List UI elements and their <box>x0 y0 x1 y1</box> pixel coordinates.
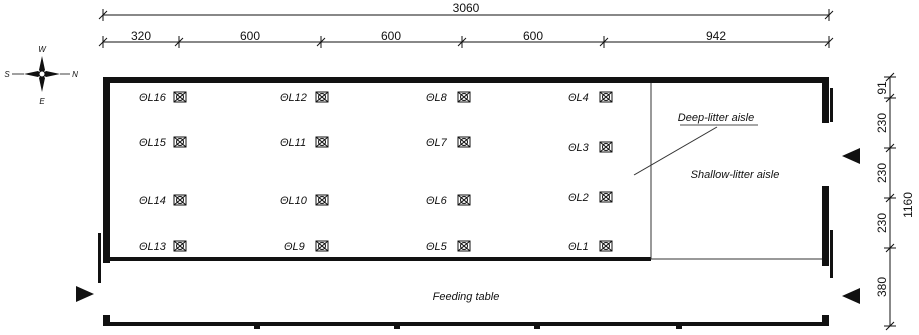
sensor-label: ΘL13 <box>139 241 167 253</box>
sensor-l5: ΘL5 <box>426 240 471 253</box>
building-walls <box>98 77 833 329</box>
sensor-l15: ΘL15 <box>139 136 187 149</box>
sensor-l16: ΘL16 <box>139 91 187 104</box>
sensor-label: ΘL6 <box>426 195 448 207</box>
sensor-l4: ΘL4 <box>568 91 613 104</box>
sensor-l3: ΘL3 <box>568 141 613 154</box>
sensor-label: ΘL4 <box>568 92 589 104</box>
sensor-label: ΘL16 <box>139 92 167 104</box>
entry-arrow-right-lower <box>842 288 860 304</box>
sensor-grid: ΘL16 ΘL12 ΘL8 ΘL4 ΘL15 ΘL11 ΘL7 ΘL3 <box>139 91 613 253</box>
sensor-l10: ΘL10 <box>280 194 329 207</box>
vertical-dimension-label: 91 <box>875 81 889 95</box>
segment-dimension-label: 320 <box>131 29 151 43</box>
compass-north-label: N <box>72 70 78 79</box>
sensor-l9: ΘL9 <box>284 240 329 253</box>
vertical-dimension-label: 230 <box>875 113 889 133</box>
sensor-label: ΘL14 <box>139 195 166 207</box>
segment-dimension-label: 942 <box>706 29 726 43</box>
sensor-icon <box>599 191 613 203</box>
entry-arrows <box>76 148 860 304</box>
sensor-l2: ΘL2 <box>568 191 613 204</box>
sensor-icon <box>315 240 329 252</box>
sensor-l13: ΘL13 <box>139 240 187 253</box>
sensor-icon <box>315 136 329 148</box>
sensor-label: ΘL5 <box>426 241 448 253</box>
sensor-icon <box>599 240 613 252</box>
vertical-dimensions: 91 230 230 230 380 1160 <box>875 72 915 331</box>
sensor-l7: ΘL7 <box>426 136 471 149</box>
sensor-label: ΘL3 <box>568 142 590 154</box>
sensor-l14: ΘL14 <box>139 194 187 207</box>
sensor-icon <box>173 91 187 103</box>
segment-dimension-label: 600 <box>240 29 260 43</box>
vertical-total-label: 1160 <box>901 192 915 218</box>
sensor-icon <box>457 240 471 252</box>
segment-dimension-label: 600 <box>381 29 401 43</box>
sensor-icon <box>173 194 187 206</box>
sensor-icon <box>457 194 471 206</box>
sensor-l12: ΘL12 <box>280 91 329 104</box>
sensor-icon <box>599 141 613 153</box>
vertical-dimension-label: 380 <box>875 277 889 297</box>
segment-dimensions: 320 600 600 600 942 <box>98 29 834 48</box>
sensor-label: ΘL2 <box>568 192 589 204</box>
sensor-l8: ΘL8 <box>426 91 471 104</box>
sensor-label: ΘL1 <box>568 241 589 253</box>
compass-east-label: E <box>39 97 45 106</box>
sensor-l11: ΘL11 <box>280 136 329 149</box>
entry-arrow-left <box>76 286 94 302</box>
sensor-l6: ΘL6 <box>426 194 471 207</box>
sensor-icon <box>457 136 471 148</box>
shallow-litter-aisle-label: Shallow-litter aisle <box>691 169 780 181</box>
sensor-label: ΘL10 <box>280 195 308 207</box>
vertical-dimension-label: 230 <box>875 213 889 233</box>
sensor-l1: ΘL1 <box>568 240 613 253</box>
sensor-label: ΘL9 <box>284 241 305 253</box>
deep-litter-aisle-label: Deep-litter aisle <box>678 112 754 124</box>
sensor-icon <box>173 240 187 252</box>
aisle-separators <box>110 83 822 261</box>
vertical-dimension-label: 230 <box>875 163 889 183</box>
sensor-label: ΘL8 <box>426 92 448 104</box>
entry-arrow-right-upper <box>842 148 860 164</box>
segment-dimension-label: 600 <box>523 29 543 43</box>
sensor-icon <box>315 194 329 206</box>
sensor-label: ΘL15 <box>139 137 167 149</box>
overall-dimension-label: 3060 <box>453 1 480 15</box>
compass-west-label: W <box>38 45 47 54</box>
sensor-label: ΘL7 <box>426 137 448 149</box>
sensor-icon <box>457 91 471 103</box>
sensor-label: ΘL12 <box>280 92 307 104</box>
overall-dimension: 3060 <box>98 1 834 21</box>
compass-south-label: S <box>4 70 10 79</box>
sensor-icon <box>173 136 187 148</box>
feeding-table-label: Feeding table <box>433 291 500 303</box>
sensor-label: ΘL11 <box>280 137 306 149</box>
sensor-icon <box>315 91 329 103</box>
compass-rose: W S N E <box>4 45 78 106</box>
sensor-icon <box>599 91 613 103</box>
